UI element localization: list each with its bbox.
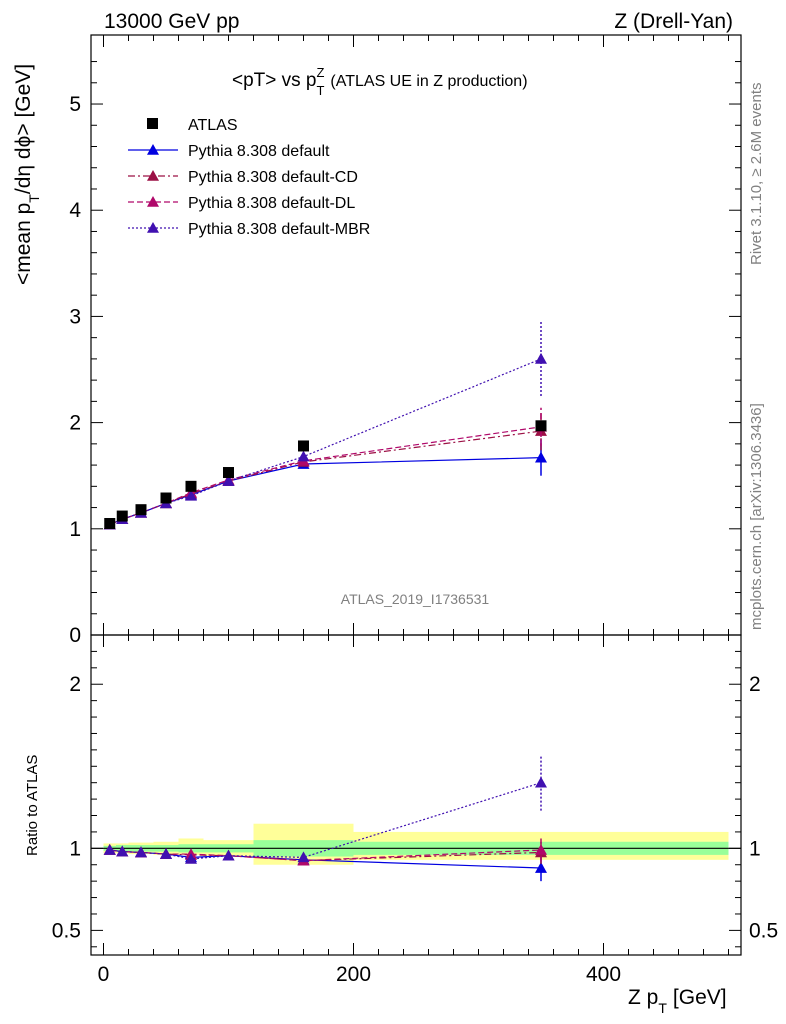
- x-tick-label: 200: [336, 963, 371, 986]
- main-series: [103, 321, 547, 530]
- ratio-point-mbr: [160, 848, 172, 859]
- x-axis-label: Z pT [GeV]: [628, 986, 727, 1016]
- series-point-mbr: [535, 352, 547, 364]
- legend-marker-mbr: [147, 222, 159, 233]
- series-line-default: [109, 457, 542, 526]
- plot-title-main: <pT> vs p: [232, 70, 317, 91]
- y-label-pre: <mean p: [12, 203, 35, 285]
- x-label-sub: T: [658, 1000, 667, 1016]
- legend-label-mbr: Pythia 8.308 default-MBR: [188, 221, 370, 238]
- main-y-axis-label: <mean pT/dη dϕ> [GeV]: [12, 64, 42, 285]
- y-tick-label-main: 3: [69, 305, 81, 328]
- series-point-mbr: [297, 450, 310, 462]
- ratio-point-dl: [535, 843, 547, 855]
- atlas-point: [104, 517, 116, 529]
- series-line-mbr: [109, 358, 542, 526]
- atlas-point: [185, 480, 197, 492]
- legend-marker-dl: [147, 196, 159, 207]
- plot-title-paren: (ATLAS UE in Z production): [330, 73, 527, 90]
- ratio-point-mbr: [116, 845, 129, 857]
- header-right: Z (Drell-Yan): [614, 10, 733, 33]
- ratio-y-axis-label: Ratio to ATLAS: [24, 755, 41, 856]
- plot-title-sup: Z: [317, 65, 325, 80]
- atlas-point: [298, 440, 309, 452]
- ratio-plot-frame: [90, 634, 742, 956]
- ratio-point-default: [535, 862, 547, 873]
- y-tick-label-right-ratio: 0.5: [749, 919, 778, 942]
- ratio-point-mbr: [297, 851, 310, 863]
- y-tick-label-right-ratio: 2: [749, 673, 761, 696]
- ratio-point-mbr: [135, 846, 147, 858]
- atlas-point: [160, 492, 172, 504]
- ratio-point-mbr: [222, 849, 235, 861]
- atlas-point: [135, 504, 147, 516]
- series-line-dl: [109, 426, 542, 526]
- ratio-point-mbr: [535, 776, 547, 788]
- series-line-cd: [109, 430, 542, 526]
- atlas-point: [535, 420, 547, 432]
- series-point-mbr: [222, 475, 235, 486]
- legend-label-atlas: ATLAS: [188, 117, 238, 134]
- atlas-point: [223, 467, 234, 479]
- y-tick-label-main: 5: [69, 93, 81, 116]
- legend: ATLAS Pythia 8.308 default Pythia 8.308 de…: [128, 117, 370, 238]
- y-tick-label-ratio: 0.5: [52, 919, 81, 942]
- header-left: 13000 GeV pp: [104, 10, 239, 33]
- legend-marker-atlas: [147, 118, 158, 129]
- y-tick-label-main: 4: [69, 199, 81, 222]
- y-tick-label-main: 2: [69, 412, 81, 435]
- plot-title: <pT> vs pZ T (ATLAS UE in Z production): [232, 65, 528, 98]
- analysis-watermark: ATLAS_2019_I1736531: [341, 591, 490, 607]
- y-label-mid: /dη dϕ> [GeV]: [12, 64, 35, 194]
- legend-label-dl: Pythia 8.308 default-DL: [188, 195, 355, 212]
- ratio-point-mbr: [185, 853, 197, 864]
- x-tick-label: 400: [586, 963, 621, 986]
- rivet-label: Rivet 3.1.10, ≥ 2.6M events: [748, 83, 765, 266]
- plot-title-sub: T: [316, 83, 324, 98]
- atlas-point: [116, 510, 128, 522]
- ratio-point-mbr: [103, 843, 116, 855]
- ratio-line-mbr: [109, 782, 542, 860]
- axis-ticks: 0 1 2 3 4 5 0.5 0.5 1 1 2 2 0 200 400: [52, 35, 778, 986]
- y-tick-label-ratio: 2: [69, 673, 81, 696]
- x-tick-label: 0: [98, 963, 110, 986]
- legend-label-cd: Pythia 8.308 default-CD: [188, 169, 358, 186]
- y-tick-label-ratio: 1: [69, 837, 81, 860]
- series-point-default: [535, 451, 547, 463]
- y-tick-label-right-ratio: 1: [749, 837, 761, 860]
- series-point-mbr: [185, 489, 197, 501]
- ratio-series: [103, 754, 547, 882]
- y-tick-label-main: 1: [69, 518, 81, 541]
- mcplots-label: mcplots.cern.ch [arXiv:1306.3436]: [748, 403, 765, 630]
- ratio-line-dl: [109, 849, 542, 862]
- x-label-pre: Z p: [628, 986, 658, 1009]
- x-label-post: [GeV]: [673, 986, 727, 1009]
- legend-label-default: Pythia 8.308 default: [188, 143, 330, 160]
- legend-marker-default: [147, 144, 159, 155]
- legend-marker-cd: [147, 170, 159, 181]
- y-label-sub: T: [26, 194, 42, 203]
- y-tick-label-main: 0: [69, 624, 81, 647]
